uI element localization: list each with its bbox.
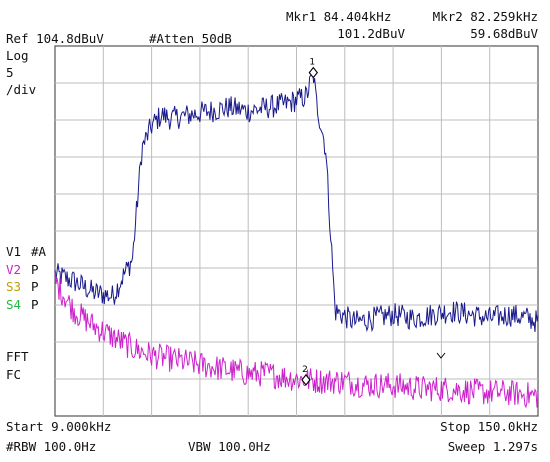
marker-1-diamond: [308, 66, 319, 79]
trace-1-line: [54, 70, 539, 333]
marker2-level: 59.68dBuV: [470, 26, 538, 41]
stop-frequency-label: Stop 150.0kHz: [440, 419, 538, 434]
trace4-label: S4: [6, 297, 22, 312]
marker1-frequency: Mkr1 84.404kHz: [286, 9, 392, 24]
trace3-label: S3: [6, 279, 22, 294]
trace4-flag: P: [31, 297, 39, 312]
attenuation-label: #Atten 50dB: [149, 31, 232, 46]
rbw-label: #RBW 100.0Hz: [6, 439, 97, 454]
scale-unit-label: /div: [6, 82, 37, 97]
trace2-flag: P: [31, 262, 39, 277]
marker1-level: 101.2dBuV: [337, 26, 405, 41]
marker-1-label: 1: [309, 58, 315, 68]
trace2-label: V2: [6, 262, 22, 277]
marker2-frequency: Mkr2 82.259kHz: [432, 9, 538, 24]
caret-icon: [436, 352, 446, 359]
trace1-label: V1: [6, 244, 22, 259]
fc-mode-label: FC: [6, 367, 22, 382]
marker-2-label: 2: [302, 365, 308, 375]
fft-mode-label: FFT: [6, 349, 29, 364]
scale-mode-label: Log: [6, 48, 29, 63]
marker-2-diamond: [301, 374, 311, 386]
scale-value-label: 5: [6, 65, 14, 80]
vbw-label: VBW 100.0Hz: [188, 439, 271, 454]
trace3-flag: P: [31, 279, 39, 294]
ref-level-label: Ref 104.8dBuV: [6, 31, 104, 46]
start-frequency-label: Start 9.000kHz: [6, 419, 112, 434]
sweep-time-label: Sweep 1.297s: [447, 439, 538, 454]
trace1-flag: #A: [31, 244, 47, 259]
trace-2-line: [54, 272, 539, 409]
